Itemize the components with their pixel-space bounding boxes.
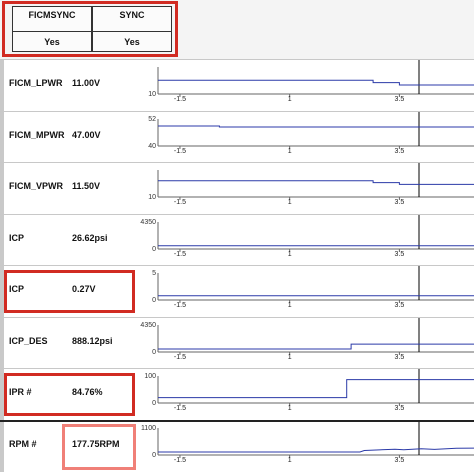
signal-value: 26.62psi xyxy=(72,232,108,243)
y-min-label: 10 xyxy=(148,91,156,98)
signal-value: 11.50V xyxy=(72,181,101,191)
signal-value: 888.12psi xyxy=(72,335,113,346)
y-min-label: 0 xyxy=(152,349,156,356)
sync-status-box: SYNC Yes xyxy=(92,6,172,52)
x-tick-label: -1.5 xyxy=(174,457,186,464)
signal-chart: 100 0 -1.5 1 3.5 xyxy=(144,369,474,412)
y-min-label: 40 xyxy=(148,143,156,150)
signal-label: FICM_LPWR xyxy=(9,78,63,88)
left-rail xyxy=(0,0,4,472)
y-max-label: 4350 xyxy=(140,322,156,329)
status-strip: FICMSYNC Yes SYNC Yes xyxy=(0,0,474,60)
signal-chart: 4350 0 -1.5 1 3.5 xyxy=(140,214,474,258)
sync-title: SYNC xyxy=(119,10,145,20)
y-min-label: 10 xyxy=(148,194,156,201)
x-tick-label: 3.5 xyxy=(395,96,405,103)
signal-label: RPM # xyxy=(9,438,37,449)
signal-label: ICP xyxy=(9,232,25,243)
x-tick-label: -1.5 xyxy=(174,199,186,206)
x-tick-label: -1.5 xyxy=(174,96,186,103)
signal-label: IPR # xyxy=(9,387,32,397)
x-tick-label: -1.5 xyxy=(174,251,186,258)
signal-chart: 5 0 -1.5 1 3.5 xyxy=(152,266,474,309)
y-max-label: 5 xyxy=(152,270,156,277)
signal-label: FICM_VPWR xyxy=(9,181,63,191)
x-tick-label: 1 xyxy=(288,96,292,103)
signal-row: ICP_DES 888.12psi 4350 0 -1.5 1 3.5 xyxy=(0,317,474,370)
y-min-label: 0 xyxy=(152,246,156,253)
signal-value: 177.75RPM xyxy=(72,438,120,449)
y-max-label: 4350 xyxy=(140,219,156,226)
row-separator xyxy=(0,368,474,369)
row-separator xyxy=(0,110,474,112)
x-tick-label: 3.5 xyxy=(395,354,405,361)
x-tick-label: 3.5 xyxy=(395,302,405,309)
signal-value: 84.76% xyxy=(72,387,103,397)
y-min-label: 0 xyxy=(152,400,156,407)
x-tick-label: 3.5 xyxy=(395,251,405,258)
row-separator xyxy=(0,265,474,266)
x-tick-label: -1.5 xyxy=(174,302,186,309)
signal-chart: 52 40 -1.5 1 3.5 xyxy=(148,111,474,155)
signal-trace xyxy=(158,379,474,399)
signal-value: 11.00V xyxy=(72,78,101,88)
sync-value: Yes xyxy=(124,37,140,47)
signal-value: 0.27V xyxy=(72,284,96,294)
row-separator xyxy=(0,162,474,163)
signal-trace xyxy=(158,79,474,86)
value-highlight-box xyxy=(62,423,136,470)
ficmsync-title: FICMSYNC xyxy=(28,10,76,20)
divider xyxy=(93,31,171,32)
signal-chart: 1100 0 -1.5 1 3.5 xyxy=(141,420,474,464)
signal-label: ICP_DES xyxy=(9,335,48,346)
signal-row: IPR # 84.76% 100 0 -1.5 1 3.5 xyxy=(0,369,474,421)
signal-row: FICM_MPWR 47.00V 52 40 -1.5 1 3.5 xyxy=(0,111,474,164)
signal-value: 47.00V xyxy=(72,129,101,140)
x-tick-label: 1 xyxy=(288,405,292,412)
row-separator xyxy=(0,419,474,422)
signal-label: ICP xyxy=(9,284,25,294)
signal-chart: 10 -1.5 1 3.5 xyxy=(148,163,474,206)
signal-chart: 10 -1.5 1 3.5 xyxy=(148,60,474,103)
signal-trace xyxy=(158,180,474,185)
signal-row: RPM # 177.75RPM 1100 0 -1.5 1 3.5 xyxy=(0,420,474,472)
y-max-label: 52 xyxy=(148,116,156,123)
x-tick-label: 3.5 xyxy=(395,405,405,412)
ficmsync-status-box: FICMSYNC Yes xyxy=(12,6,92,52)
x-tick-label: -1.5 xyxy=(174,405,186,412)
y-max-label: 100 xyxy=(144,373,156,380)
signal-row: ICP 0.27V 5 0 -1.5 1 3.5 xyxy=(0,266,474,318)
row-separator xyxy=(0,59,474,60)
divider xyxy=(13,31,91,32)
ficmsync-value: Yes xyxy=(44,37,60,47)
signal-chart: 4350 0 -1.5 1 3.5 xyxy=(140,317,474,361)
value-highlight-box xyxy=(4,373,135,416)
signal-label: FICM_MPWR xyxy=(9,129,65,140)
x-tick-label: 3.5 xyxy=(395,199,405,206)
x-tick-label: 1 xyxy=(288,354,292,361)
x-tick-label: 1 xyxy=(288,148,292,155)
x-tick-label: 1 xyxy=(288,457,292,464)
row-separator xyxy=(0,316,474,318)
x-tick-label: 3.5 xyxy=(395,148,405,155)
x-tick-label: -1.5 xyxy=(174,148,186,155)
y-min-label: 0 xyxy=(152,452,156,459)
signal-row: FICM_VPWR 11.50V 10 -1.5 1 3.5 xyxy=(0,163,474,215)
x-tick-label: -1.5 xyxy=(174,354,186,361)
value-highlight-box xyxy=(4,270,135,313)
x-tick-label: 3.5 xyxy=(395,457,405,464)
x-tick-label: 1 xyxy=(288,199,292,206)
x-tick-label: 1 xyxy=(288,302,292,309)
row-separator xyxy=(0,213,474,215)
x-tick-label: 1 xyxy=(288,251,292,258)
y-max-label: 1100 xyxy=(141,425,156,432)
signal-trace xyxy=(158,447,474,452)
signal-row: FICM_LPWR 11.00V 10 -1.5 1 3.5 xyxy=(0,60,474,112)
signal-trace xyxy=(158,343,474,349)
signal-trace xyxy=(158,125,474,127)
signal-row: ICP 26.62psi 4350 0 -1.5 1 3.5 xyxy=(0,214,474,267)
y-min-label: 0 xyxy=(152,297,156,304)
sync-highlight-box xyxy=(2,1,178,57)
